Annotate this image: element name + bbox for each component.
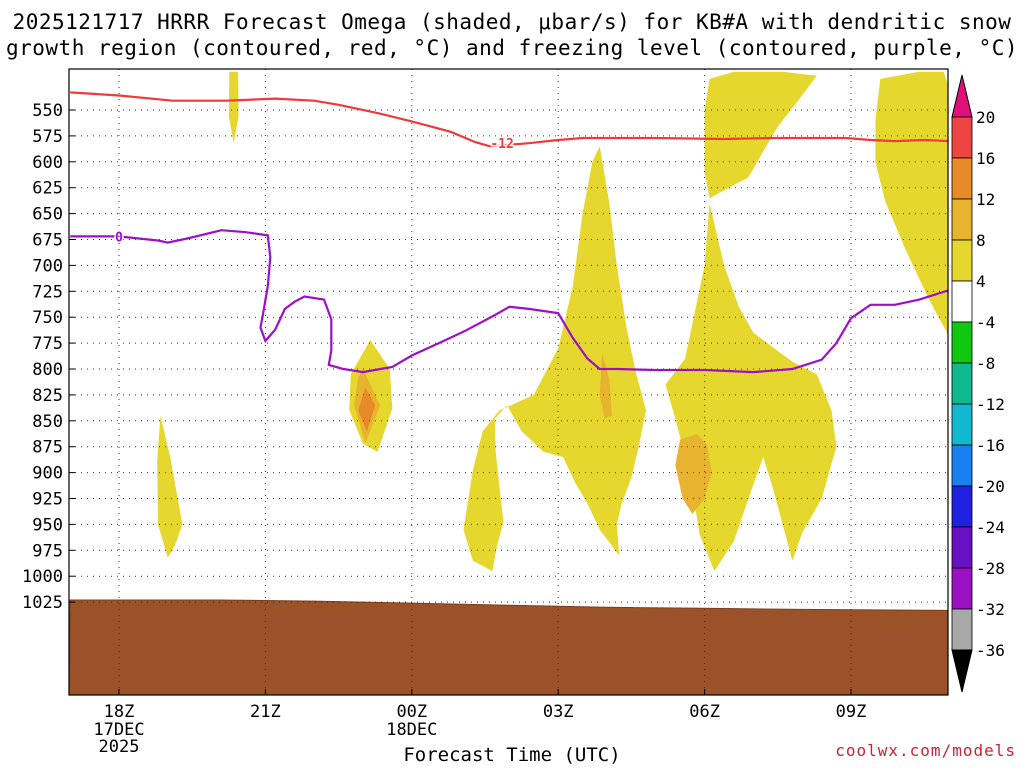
y-tick-label-825: 825 [32,386,63,406]
colorbar-bottom-arrow [951,649,973,693]
colorbar-label--36: -36 [976,641,1005,660]
colorbar-swatch--32 [951,567,973,610]
omega-region-15 [428,234,510,519]
y-tick-label-900: 900 [32,464,63,484]
y-tick-label-875: 875 [32,438,63,458]
dendritic-contour-line [70,91,948,148]
omega-region-16 [842,149,855,241]
colorbar-swatch-4 [951,239,973,282]
y-tick-label-700: 700 [32,256,63,276]
y-tick-label-675: 675 [32,231,63,251]
x-tick-label-03Z: 03Z [543,702,574,722]
y-tick-label-650: 650 [32,205,63,225]
credit-link[interactable]: coolwx.com/models [835,741,1016,760]
x-tick-sublabel-2025: 2025 [99,737,140,757]
y-tick-label-575: 575 [32,127,63,147]
colorbar-label-16: 16 [976,149,995,168]
y-tick-label-800: 800 [32,360,63,380]
omega-region-13 [157,415,183,558]
colorbar-label-4: 4 [976,272,986,291]
freezing-level-contour-line [70,229,948,374]
colorbar-label--4: -4 [976,313,995,332]
y-tick-label-925: 925 [32,490,63,510]
colorbar-label--16: -16 [976,436,1005,455]
y-tick-label-550: 550 [32,101,63,121]
chart-title-line1: 2025121717 HRRR Forecast Omega (shaded, … [12,10,1012,34]
plot-frame [68,68,949,696]
colorbar-swatch--20 [951,444,973,487]
colorbar-swatch--8 [951,321,973,364]
terrain-surface [69,599,948,695]
y-tick-label-725: 725 [32,282,63,302]
omega-region-1 [208,71,227,150]
dendritic-contour-label: -12 [490,137,513,152]
y-tick-label-850: 850 [32,412,63,432]
y-tick-label-950: 950 [32,515,63,535]
y-tick-label-625: 625 [32,179,63,199]
colorbar-swatch--24 [951,485,973,528]
colorbar-label--12: -12 [976,395,1005,414]
colorbar-label--24: -24 [976,518,1005,537]
y-tick-label-1000: 1000 [22,567,63,587]
y-tick-label-1025: 1025 [22,593,63,613]
omega-region-0 [228,71,239,144]
omega-region-6 [463,146,646,572]
colorbar-swatch-16 [951,116,973,159]
y-tick-label-975: 975 [32,541,63,561]
omega-region-12 [358,387,376,432]
colorbar-swatch--16 [951,403,973,446]
colorbar-swatch--4 [951,280,973,323]
colorbar-label--8: -8 [976,354,995,373]
chart-title-line2: growth region (contoured, red, °C) and f… [5,36,1019,60]
x-tick-label-18Z: 18Z [104,702,135,722]
x-tick-sublabel-18DEC: 18DEC [386,720,437,740]
colorbar-label--20: -20 [976,477,1005,496]
omega-region-2 [353,71,359,77]
y-tick-label-775: 775 [32,334,63,354]
colorbar-label-20: 20 [976,108,995,127]
x-tick-label-21Z: 21Z [250,702,281,722]
y-tick-label-750: 750 [32,308,63,328]
omega-region-14 [304,433,329,509]
colorbar-swatch--28 [951,526,973,569]
y-tick-label-600: 600 [32,153,63,173]
omega-region-7 [665,203,837,571]
omega-region-5 [943,71,948,87]
x-tick-label-06Z: 06Z [689,702,720,722]
colorbar-swatch--36 [951,608,973,651]
colorbar-swatch-8 [951,198,973,241]
x-tick-sublabel-17DEC: 17DEC [93,720,144,740]
x-tick-label-09Z: 09Z [836,702,867,722]
freezing-level-contour-label: 0 [115,230,123,245]
colorbar-label-8: 8 [976,231,986,250]
x-tick-label-00Z: 00Z [396,702,427,722]
omega-region-4 [875,71,948,335]
colorbar-label--28: -28 [976,559,1005,578]
colorbar-swatch--12 [951,362,973,405]
x-axis-label: Forecast Time (UTC) [403,744,621,766]
colorbar-swatch-12 [951,157,973,200]
omega-region-9 [675,434,712,514]
colorbar-label-12: 12 [976,190,995,209]
colorbar-label--32: -32 [976,600,1005,619]
omega-region-3 [704,71,817,199]
colorbar-top-arrow [951,74,973,118]
